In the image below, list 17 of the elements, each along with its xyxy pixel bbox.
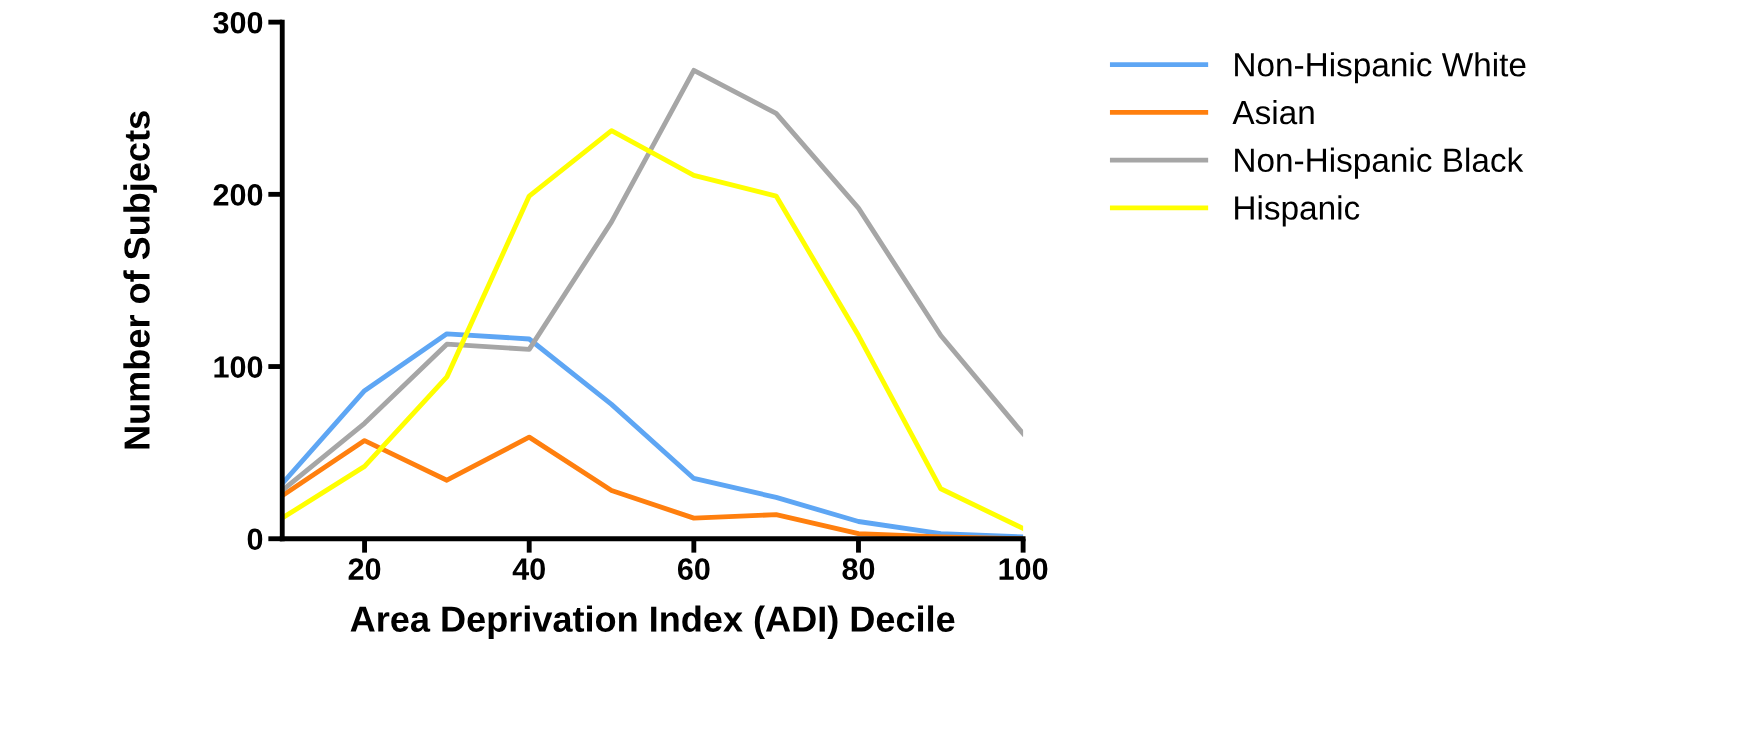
y-tick-label: 300	[213, 11, 263, 34]
legend-label: Hispanic	[1235, 195, 1360, 227]
legend-label: Non-Hispanic Black	[1235, 147, 1524, 179]
line-series	[282, 128, 1024, 531]
line-series	[282, 67, 1024, 493]
y-tick-label: 200	[213, 184, 263, 206]
y-axis-title: Number of Subjects	[123, 111, 157, 449]
x-tick-label: 80	[842, 558, 875, 580]
x-tick-label: 60	[677, 558, 710, 580]
x-tick-label: 100	[999, 558, 1048, 580]
y-tick-label: 100	[214, 356, 263, 378]
legend-label: Asian	[1232, 99, 1314, 125]
y-tick-label: 0	[247, 528, 263, 551]
x-tick-label: 20	[348, 558, 381, 580]
x-tick-label: 40	[512, 558, 545, 580]
x-axis-title: Area Deprivation Index (ADI) Decile	[350, 605, 955, 640]
legend-label: Non-Hispanic White	[1235, 52, 1526, 84]
